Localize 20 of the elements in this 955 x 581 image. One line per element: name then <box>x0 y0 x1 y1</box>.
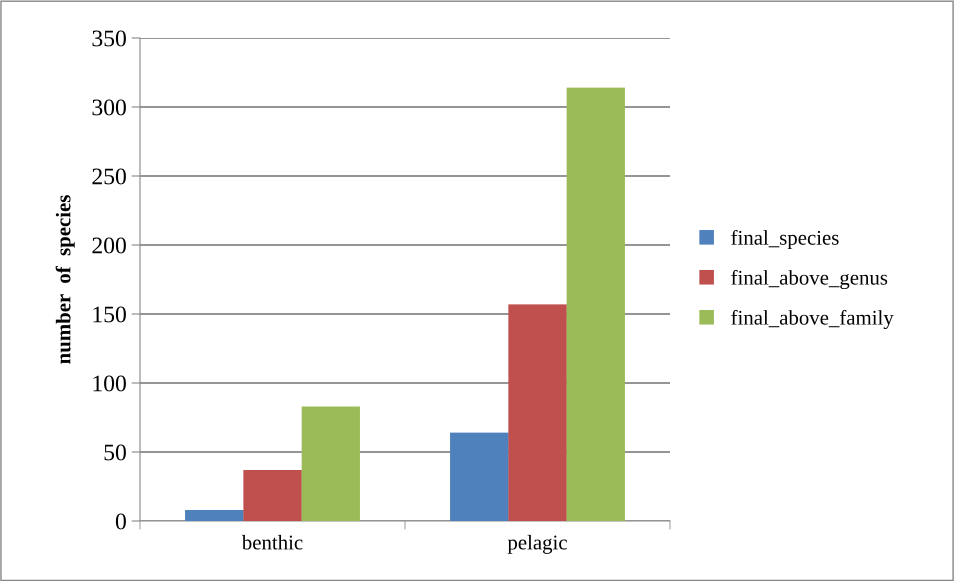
legend-label: final_above_family <box>731 310 894 330</box>
x-tick-label: pelagic <box>508 534 567 554</box>
legend-label: final_species <box>731 230 839 250</box>
legend-label: final_above_genus <box>731 270 888 290</box>
y-tick-label: 250 <box>92 168 126 184</box>
y-tick-label: 0 <box>116 513 126 530</box>
bar <box>450 432 508 521</box>
bar <box>185 510 244 521</box>
y-tick-label: 300 <box>92 99 126 116</box>
bar <box>243 470 302 521</box>
y-tick-label: 350 <box>92 30 126 46</box>
x-tick-label: benthic <box>242 534 303 550</box>
y-tick-label: 50 <box>104 444 126 460</box>
bar <box>508 304 567 521</box>
y-tick-label: 200 <box>92 237 126 254</box>
y-tick-label: 150 <box>93 306 126 322</box>
bar <box>302 406 360 521</box>
bar <box>566 88 625 521</box>
y-tick-label: 100 <box>93 375 126 392</box>
y-axis-title: number of species <box>56 195 75 364</box>
